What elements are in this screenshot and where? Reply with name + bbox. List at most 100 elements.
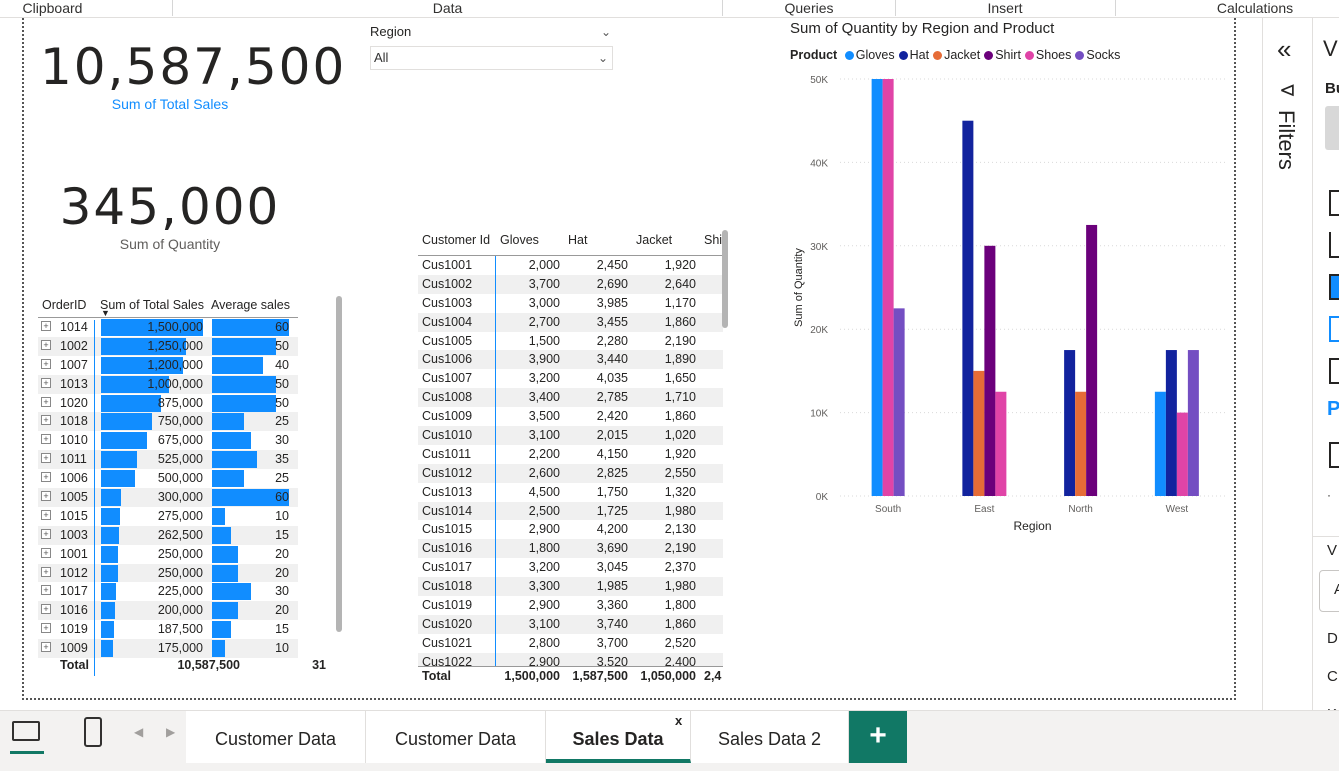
table-row[interactable]: +1020 875,000 50 [38, 394, 298, 413]
expand-icon[interactable]: + [41, 642, 51, 653]
table-row[interactable]: Cus1021 2,800 3,700 2,520 [418, 634, 723, 653]
tab-sales-data[interactable]: Sales Data [546, 711, 691, 763]
table-row[interactable]: +1005 300,000 60 [38, 488, 298, 507]
expand-icon[interactable]: + [41, 491, 51, 502]
table-row[interactable]: Cus1001 2,000 2,450 1,920 [418, 256, 723, 275]
close-tab-icon[interactable]: x [675, 713, 683, 728]
legend-item[interactable]: Gloves [844, 48, 895, 62]
viz-icon-card[interactable] [1329, 442, 1339, 468]
table-row[interactable]: +1002 1,250,000 50 [38, 336, 298, 356]
table-row[interactable]: Cus1015 2,900 4,200 2,130 [418, 520, 723, 539]
sum-quantity-card[interactable]: 345,000 Sum of Quantity [40, 178, 300, 252]
table-row[interactable]: +1013 1,000,000 50 [38, 374, 298, 394]
table-row[interactable]: +1006 500,000 25 [38, 469, 298, 488]
expand-icon[interactable]: + [41, 566, 51, 577]
table-row[interactable]: Cus1004 2,700 3,455 1,860 [418, 312, 723, 332]
matrix-header-sum-sales[interactable]: Sum of Total Sales [100, 298, 204, 312]
table-row[interactable]: +1017 225,000 30 [38, 582, 298, 601]
table-row[interactable]: +1010 675,000 30 [38, 431, 298, 450]
matrix-header-orderid[interactable]: OrderID [42, 298, 87, 312]
expand-icon[interactable]: + [41, 415, 51, 426]
table-row[interactable]: +1018 750,000 25 [38, 412, 298, 432]
legend-item[interactable]: Shoes [1024, 48, 1071, 62]
table-row[interactable]: Cus1008 3,400 2,785 1,710 [418, 388, 723, 408]
build-visual-icon[interactable] [1325, 106, 1339, 150]
expand-icon[interactable]: + [41, 339, 51, 350]
table-row[interactable]: Cus1020 3,100 3,740 1,860 [418, 614, 723, 634]
viz-icon-line[interactable] [1329, 232, 1339, 258]
scroll-right-icon[interactable]: ▶ [166, 725, 176, 739]
tab-sales-data-2[interactable]: Sales Data 2 [691, 711, 849, 763]
col-header-jacket[interactable]: Jacket [636, 233, 673, 247]
table-row[interactable]: Cus1022 2,900 3,520 2,400 [418, 652, 723, 666]
table-row[interactable]: Cus1002 3,700 2,690 2,640 [418, 274, 723, 294]
bar-chart[interactable]: 0K 10K 20K 30K 40K 50K Sum of Quantity South Eas… [780, 66, 1240, 546]
table-row[interactable]: Cus1007 3,200 4,035 1,650 [418, 369, 723, 388]
expand-icon[interactable]: + [41, 547, 51, 558]
table-row[interactable]: +1003 262,500 15 [38, 525, 298, 545]
expand-icon[interactable]: + [41, 623, 51, 634]
more-visuals-icon[interactable]: · [1327, 488, 1331, 502]
table-row[interactable]: Cus1014 2,500 1,725 1,980 [418, 501, 723, 521]
expand-icon[interactable]: + [41, 509, 51, 520]
legend-item[interactable]: Hat [898, 48, 929, 62]
legend-item[interactable]: Jacket [933, 48, 980, 62]
order-matrix[interactable]: OrderID Sum of Total Sales Average sales… [38, 296, 298, 659]
expand-icon[interactable]: + [41, 528, 51, 539]
table-row[interactable]: +1011 525,000 35 [38, 450, 298, 470]
legend-item[interactable]: Shirt [984, 48, 1021, 62]
col-header-gloves[interactable]: Gloves [500, 233, 539, 247]
viz-icon-ribbon[interactable] [1329, 274, 1339, 300]
region-dropdown[interactable]: All ⌄ [370, 46, 613, 70]
table-row[interactable]: Cus1006 3,900 3,440 1,890 [418, 350, 723, 370]
table-row[interactable]: +1019 187,500 15 [38, 620, 298, 639]
table-row[interactable]: Cus1019 2,900 3,360 1,800 [418, 596, 723, 615]
table-row[interactable]: Cus1005 1,500 2,280 2,190 [418, 332, 723, 351]
table-row[interactable]: +1001 250,000 20 [38, 545, 298, 564]
region-slicer[interactable]: Region ⌄ All ⌄ [370, 22, 613, 70]
expand-icon[interactable]: + [41, 604, 51, 615]
expand-icon[interactable]: + [41, 585, 51, 596]
expand-icon[interactable]: + [41, 396, 51, 407]
table-row[interactable]: Cus1009 3,500 2,420 1,860 [418, 407, 723, 426]
collapse-pane-icon[interactable]: « [1277, 34, 1292, 64]
table-row[interactable]: Cus1016 1,800 3,690 2,190 [418, 539, 723, 559]
col-header-hat[interactable]: Hat [568, 233, 588, 247]
table-row[interactable]: +1014 1,500,000 60 [38, 318, 298, 337]
table-row[interactable]: Cus1017 3,200 3,045 2,370 [418, 558, 723, 577]
legend-item[interactable]: Socks [1075, 48, 1120, 62]
mobile-view-icon[interactable] [84, 717, 102, 747]
col-header-customer-id[interactable]: Customer Id [422, 233, 491, 247]
viz-icon-python[interactable]: P [1327, 398, 1339, 420]
expand-icon[interactable]: + [41, 377, 51, 388]
visualizations-pane[interactable]: V Bu P · V A D C K [1312, 18, 1339, 723]
expand-icon[interactable]: + [41, 321, 51, 331]
customer-table-scrollbar[interactable] [722, 230, 728, 328]
col-header-shirt[interactable]: Shi [704, 233, 723, 247]
expand-icon[interactable]: + [41, 358, 51, 369]
viz-icon-table[interactable] [1329, 358, 1339, 384]
table-row[interactable]: +1015 275,000 10 [38, 507, 298, 526]
viz-icon-matrix[interactable] [1329, 316, 1339, 342]
expand-icon[interactable]: + [41, 472, 51, 483]
chevron-down-icon[interactable]: ⌄ [600, 25, 611, 39]
desktop-view-icon[interactable] [12, 721, 40, 741]
table-row[interactable]: +1009 175,000 10 [38, 639, 298, 659]
table-row[interactable]: Cus1011 2,200 4,150 1,920 [418, 445, 723, 464]
table-row[interactable]: Cus1013 4,500 1,750 1,320 [418, 483, 723, 502]
table-row[interactable]: Cus1018 3,300 1,985 1,980 [418, 577, 723, 597]
table-row[interactable]: Cus1010 3,100 2,015 1,020 [418, 426, 723, 445]
expand-icon[interactable]: + [41, 434, 51, 445]
total-sales-card[interactable]: 10,587,500 Sum of Total Sales [40, 38, 344, 112]
table-row[interactable]: +1007 1,200,000 40 [38, 356, 298, 375]
table-row[interactable]: Cus1012 2,600 2,825 2,550 [418, 463, 723, 483]
viz-icon-stacked-bar[interactable] [1329, 190, 1339, 216]
filters-pane[interactable]: « ⊳ Filters [1262, 18, 1312, 710]
tab-customer-data-2[interactable]: Customer Data [366, 711, 546, 763]
table-row[interactable]: +1012 250,000 20 [38, 563, 298, 583]
tab-customer-data[interactable]: Customer Data [186, 711, 366, 763]
scroll-left-icon[interactable]: ◀ [134, 725, 144, 739]
matrix-scrollbar[interactable] [336, 296, 342, 632]
customer-table[interactable]: Customer Id Gloves Hat Jacket Shi Cus100… [418, 228, 723, 666]
table-row[interactable]: Cus1003 3,000 3,985 1,170 [418, 294, 723, 313]
